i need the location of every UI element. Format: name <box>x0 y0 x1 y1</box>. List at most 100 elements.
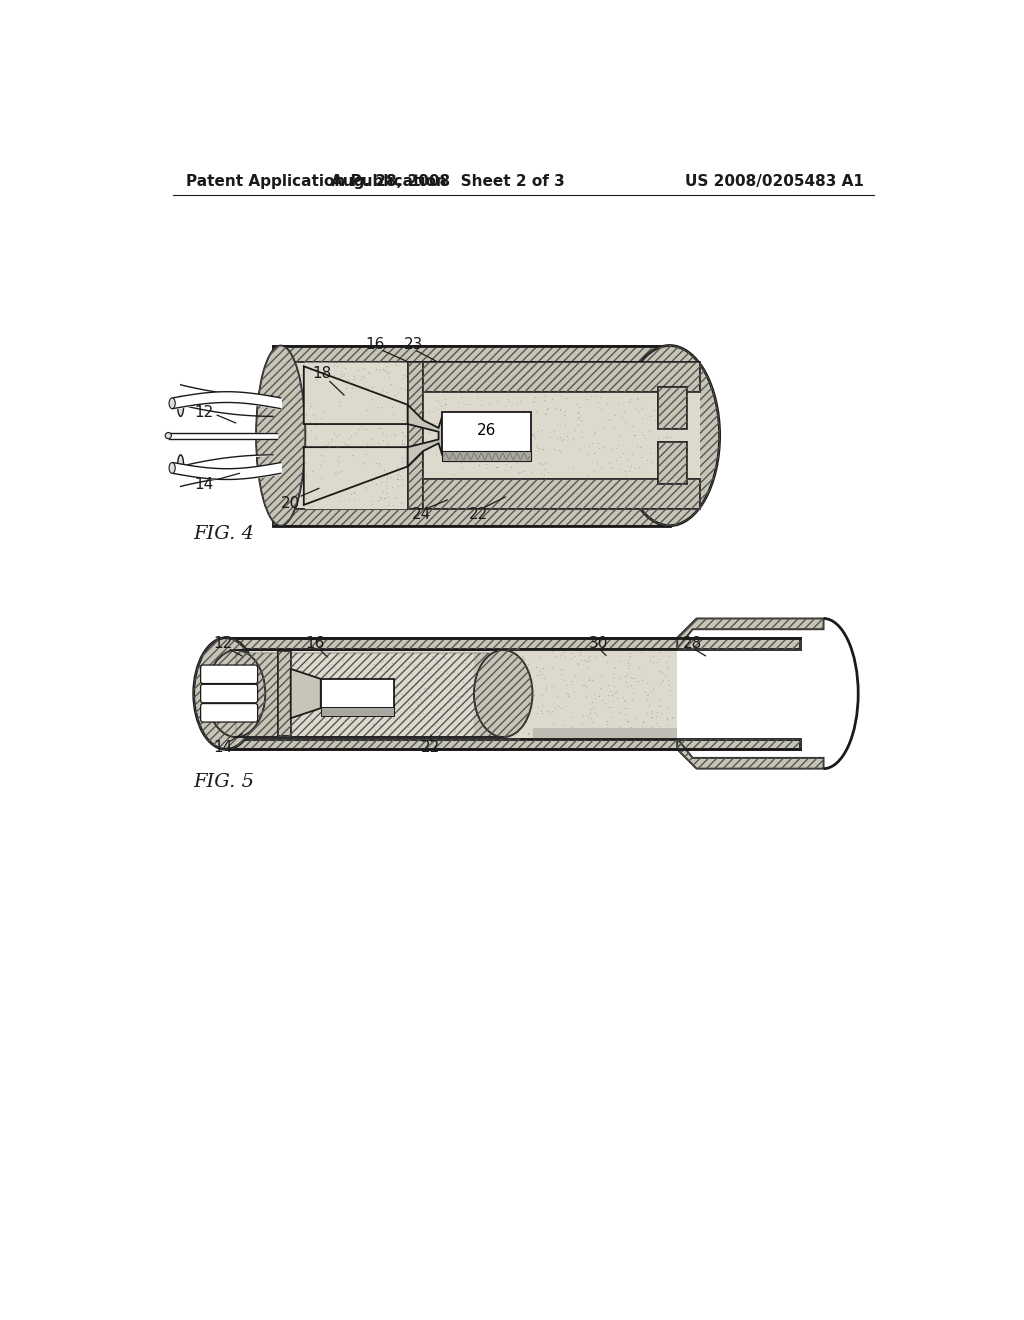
Point <box>328 661 344 682</box>
Point <box>572 428 589 449</box>
Point <box>407 706 423 727</box>
Point <box>603 370 620 391</box>
Point <box>329 441 345 462</box>
Point <box>350 395 367 416</box>
Point <box>404 690 421 711</box>
Point <box>463 453 479 474</box>
Point <box>531 380 548 401</box>
Point <box>374 671 390 692</box>
Point <box>586 684 602 705</box>
Point <box>578 412 594 433</box>
Point <box>297 723 313 744</box>
Point <box>391 466 408 487</box>
Point <box>515 383 531 404</box>
Point <box>598 474 614 495</box>
Point <box>382 358 398 379</box>
Point <box>325 450 341 471</box>
Point <box>589 384 605 405</box>
Point <box>475 660 492 681</box>
Point <box>550 417 566 438</box>
Point <box>319 655 336 676</box>
Point <box>552 664 568 685</box>
Point <box>568 393 585 414</box>
Point <box>452 685 468 706</box>
Point <box>449 671 465 692</box>
Point <box>551 462 567 483</box>
Point <box>544 701 560 722</box>
Point <box>637 681 653 702</box>
Point <box>651 715 668 737</box>
FancyBboxPatch shape <box>201 704 258 722</box>
Point <box>525 417 542 438</box>
Point <box>449 446 465 467</box>
Point <box>388 651 404 672</box>
Point <box>627 414 643 436</box>
Point <box>403 645 420 667</box>
Point <box>302 709 318 730</box>
Point <box>313 445 330 466</box>
Text: 12: 12 <box>213 636 232 651</box>
Point <box>274 714 291 735</box>
Point <box>438 661 455 682</box>
Point <box>389 463 406 484</box>
Point <box>604 685 621 706</box>
Bar <box>273 346 670 363</box>
Point <box>490 660 507 681</box>
Point <box>444 417 461 438</box>
Point <box>375 429 391 450</box>
Point <box>435 708 452 729</box>
Point <box>352 413 369 434</box>
Point <box>383 700 399 721</box>
Point <box>261 680 278 701</box>
Point <box>469 693 485 714</box>
Point <box>591 475 607 496</box>
Point <box>413 684 429 705</box>
Point <box>489 413 506 434</box>
Point <box>393 429 410 450</box>
Point <box>331 445 347 466</box>
Point <box>465 676 481 697</box>
Point <box>556 441 572 462</box>
Point <box>343 469 359 490</box>
Point <box>321 643 337 664</box>
Point <box>366 659 382 680</box>
Point <box>635 710 651 731</box>
Point <box>295 395 311 416</box>
Point <box>510 721 526 742</box>
Point <box>401 466 418 487</box>
Point <box>483 656 500 677</box>
Point <box>440 651 457 672</box>
Point <box>361 671 378 692</box>
Point <box>534 694 550 715</box>
Point <box>573 426 590 447</box>
Point <box>334 366 350 387</box>
Point <box>466 678 482 700</box>
Point <box>446 722 463 743</box>
Point <box>453 453 469 474</box>
Point <box>539 454 555 475</box>
Point <box>469 454 485 475</box>
Point <box>469 388 485 409</box>
Point <box>355 367 372 388</box>
Point <box>471 454 487 475</box>
Point <box>330 475 346 496</box>
Point <box>556 669 572 690</box>
Point <box>421 663 437 684</box>
Point <box>266 708 283 729</box>
Point <box>551 453 567 474</box>
Point <box>461 477 477 498</box>
Point <box>256 715 272 737</box>
Point <box>240 667 256 688</box>
Point <box>427 389 443 411</box>
Point <box>650 392 667 413</box>
Point <box>671 447 687 469</box>
Point <box>384 477 400 498</box>
Point <box>643 702 659 723</box>
Point <box>298 465 314 486</box>
Point <box>341 370 357 391</box>
Point <box>313 467 330 488</box>
Point <box>487 417 504 438</box>
Point <box>347 648 364 669</box>
Point <box>340 405 356 426</box>
Point <box>371 453 387 474</box>
